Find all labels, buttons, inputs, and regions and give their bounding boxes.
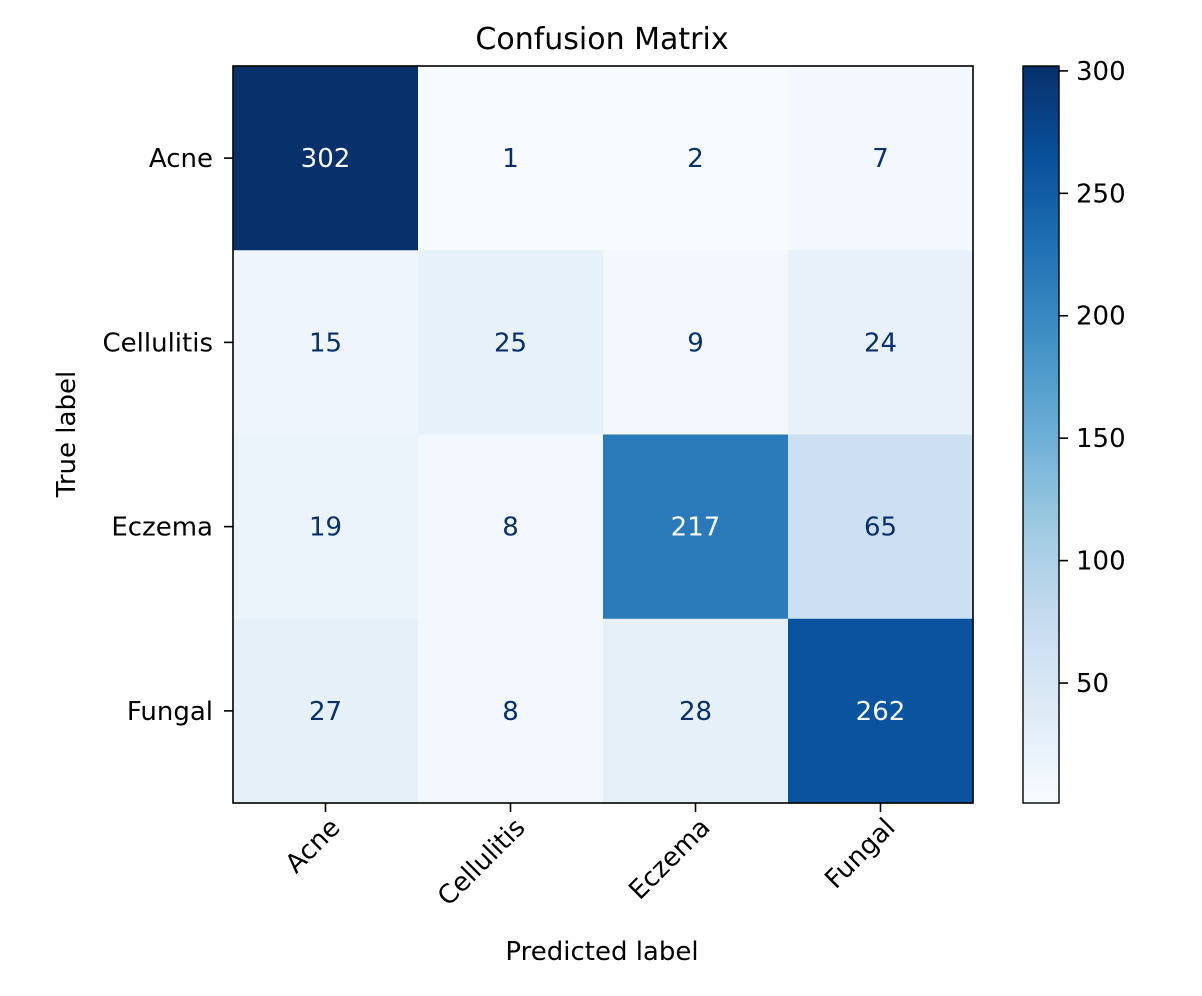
heatmap-cells	[233, 66, 974, 804]
cell-value-label: 262	[856, 697, 906, 727]
x-tick-label: Fungal	[819, 813, 901, 895]
heatmap-cell	[418, 434, 604, 620]
cell-value-label: 25	[494, 328, 527, 358]
colorbar-tick-label: 200	[1076, 302, 1126, 332]
y-tick-label: Eczema	[111, 513, 213, 543]
y-tick-label: Cellulitis	[103, 328, 214, 358]
colorbar-tick-label: 300	[1076, 57, 1126, 87]
y-axis-ticks: Acne Cellulitis Eczema Fungal	[103, 144, 233, 727]
heatmap-cell	[418, 250, 604, 436]
heatmap-cell	[603, 250, 789, 436]
colorbar-tick-label: 150	[1076, 424, 1126, 454]
colorbar-tick-label: 100	[1076, 547, 1126, 577]
cell-value-label: 302	[301, 144, 351, 174]
heatmap-cell	[788, 618, 974, 804]
cell-value-label: 8	[502, 513, 519, 543]
heatmap-cell	[603, 434, 789, 620]
heatmap-cell	[603, 66, 789, 251]
y-axis-label: True label	[52, 371, 82, 498]
colorbar-ticks: 50 100 150 200 250 300	[1059, 57, 1126, 699]
cell-value-label: 15	[309, 328, 342, 358]
cell-value-label: 27	[309, 697, 342, 727]
x-axis-label: Predicted label	[505, 937, 698, 967]
x-tick-label: Eczema	[623, 813, 716, 906]
cell-value-label: 217	[671, 513, 721, 543]
heatmap-cell	[418, 618, 604, 804]
cell-value-label: 2	[687, 144, 704, 174]
cell-value-label: 19	[309, 513, 342, 543]
cell-value-label: 9	[687, 328, 704, 358]
heatmap-cell	[233, 618, 419, 804]
heatmap-cell	[233, 250, 419, 436]
cell-value-label: 28	[679, 697, 712, 727]
heatmap-cell	[603, 618, 789, 804]
x-tick-label: Acne	[280, 813, 347, 880]
cell-value-label: 65	[864, 513, 897, 543]
cell-value-label: 8	[502, 697, 519, 727]
cell-value-label: 24	[864, 328, 897, 358]
x-tick-label: Cellulitis	[432, 813, 531, 912]
y-tick-label: Fungal	[127, 697, 213, 727]
x-axis-ticks: Acne Cellulitis Eczema Fungal	[280, 803, 901, 912]
heatmap-cell	[233, 434, 419, 620]
heatmap-cell	[233, 66, 419, 251]
chart-title: Confusion Matrix	[475, 22, 728, 57]
y-tick-label: Acne	[149, 144, 213, 174]
heatmap-cell	[788, 250, 974, 436]
cell-value-label: 1	[502, 144, 519, 174]
plot-frame	[232, 65, 974, 804]
colorbar-tick-label: 50	[1076, 669, 1109, 699]
heatmap-cell	[788, 434, 974, 620]
cell-value-label: 7	[872, 144, 889, 174]
colorbar-tick-label: 250	[1076, 179, 1126, 209]
colorbar	[1022, 65, 1060, 804]
heatmap-cell	[788, 66, 974, 251]
heatmap-cell	[418, 66, 604, 251]
